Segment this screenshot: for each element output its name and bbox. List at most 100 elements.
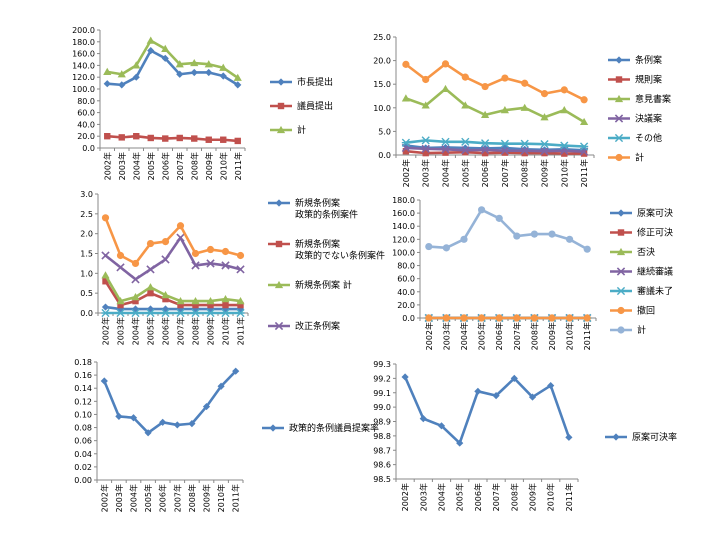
data-point	[234, 137, 241, 145]
data-point	[530, 230, 539, 238]
y-tick-label: 0.5	[80, 289, 93, 298]
data-point	[191, 308, 200, 318]
data-point	[100, 377, 108, 385]
x-tick-label: 2003年	[117, 152, 127, 180]
legend-label: 議員提出	[297, 100, 333, 112]
y-tick-label: 0.08	[74, 424, 92, 433]
x-tick-label: 2005年	[146, 152, 156, 180]
legend-marker	[616, 247, 626, 256]
data-point	[513, 232, 521, 240]
legend-label: 修正可決	[637, 227, 673, 239]
series-2	[402, 148, 588, 157]
x-tick-label: 2011年	[233, 152, 243, 180]
series-line	[404, 87, 586, 124]
x-tick-label: 2008年	[529, 322, 539, 350]
data-point	[103, 80, 111, 88]
data-point	[441, 60, 450, 68]
chart-5: 0.00 0.02 0.04 0.06 0.08 0.10 0.12 0.14 0.16 0.18…	[74, 358, 379, 512]
data-point	[501, 144, 509, 152]
series-line	[104, 305, 242, 311]
series-3	[401, 84, 589, 126]
legend-marker	[275, 199, 283, 207]
x-tick-label: 2011年	[231, 484, 241, 512]
x-tick-label: 2010年	[565, 322, 575, 350]
data-point	[132, 297, 139, 305]
series-2	[104, 133, 241, 145]
y-tick-label: 0.00	[74, 476, 92, 485]
x-tick-label: 2005年	[477, 322, 487, 350]
legend-marker	[276, 125, 286, 134]
data-point	[478, 206, 486, 214]
legend-marker	[269, 424, 277, 432]
data-point	[221, 295, 230, 303]
data-point	[146, 308, 155, 318]
data-point	[580, 117, 589, 126]
x-tick-label: 2002年	[400, 483, 410, 511]
data-point	[176, 70, 184, 78]
y-tick-label: 0.0	[378, 151, 391, 160]
series-line	[404, 139, 586, 148]
x-tick-label: 2009年	[204, 152, 214, 180]
data-point	[192, 301, 199, 309]
data-point	[162, 295, 169, 303]
data-point	[102, 278, 109, 285]
x-tick-label: 2003年	[421, 159, 431, 187]
legend-marker	[615, 56, 623, 64]
data-point	[236, 297, 245, 305]
legend-label: 新規条例案	[295, 197, 340, 209]
data-point	[173, 421, 181, 429]
data-point	[566, 235, 574, 243]
data-point	[206, 297, 215, 305]
data-point	[422, 75, 430, 84]
data-point	[520, 139, 529, 148]
x-tick-label: 2005年	[146, 317, 156, 345]
x-tick-label: 2008年	[520, 159, 530, 187]
x-tick-label: 2010年	[546, 483, 556, 511]
legend-marker	[275, 240, 283, 248]
chart-4: 0.0 20.0 40.0 60.0 80.0 100.0 120.0 140.0 160.0 1…	[392, 196, 673, 350]
series-1	[100, 367, 240, 437]
chart-1: 0.0 20.0 40.0 60.0 80.0 100.0 120.0 140.0 160.0 1…	[72, 26, 333, 180]
series-line	[404, 146, 586, 153]
x-tick-label: 2008年	[191, 317, 201, 345]
series-line	[404, 62, 586, 102]
legend-label: 決議案	[635, 113, 662, 125]
legend-marker	[614, 133, 624, 143]
data-point	[206, 308, 215, 318]
data-point	[500, 106, 509, 114]
data-point	[188, 420, 196, 428]
data-point	[580, 96, 588, 104]
data-point	[478, 314, 486, 322]
data-point	[146, 305, 155, 313]
data-point	[583, 314, 591, 322]
data-point	[580, 142, 589, 151]
data-point	[460, 314, 468, 322]
data-point	[540, 140, 549, 149]
data-point	[461, 101, 470, 109]
data-point	[176, 233, 185, 242]
data-point	[129, 414, 138, 422]
x-tick-label: 2004年	[441, 159, 451, 187]
y-tick-label: 2.0	[80, 230, 93, 239]
x-tick-label: 2003年	[441, 322, 451, 350]
y-tick-label: 1.0	[80, 269, 93, 278]
data-point	[146, 239, 155, 248]
data-point	[146, 283, 155, 291]
data-point	[116, 308, 125, 318]
legend-label: 政策的でない条例案件	[295, 250, 385, 262]
data-point	[118, 134, 125, 141]
data-point	[548, 314, 556, 322]
data-point	[147, 47, 155, 55]
y-tick-label: 1.5	[80, 250, 93, 259]
data-point	[236, 265, 245, 274]
x-tick-label: 2002年	[424, 322, 434, 350]
y-tick-label: 40.0	[77, 120, 95, 129]
data-point	[116, 251, 125, 260]
y-tick-label: 0.06	[74, 437, 92, 446]
data-point	[233, 73, 242, 81]
legend-marker	[615, 76, 623, 83]
x-tick-label: 2007年	[175, 152, 185, 180]
